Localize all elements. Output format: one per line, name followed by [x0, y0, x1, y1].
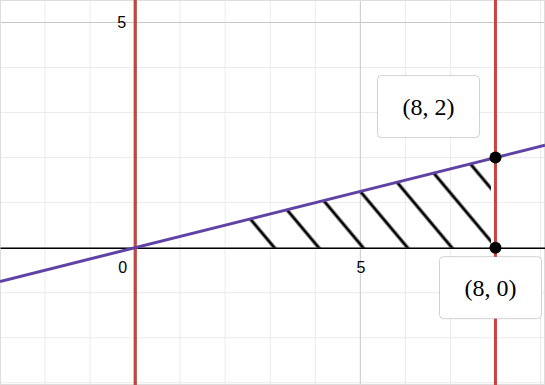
point-label: (8, 0): [439, 257, 541, 319]
point-label: (8, 2): [377, 76, 479, 138]
point-label-text: (8, 2): [402, 94, 454, 120]
minor-grid-line: [0, 382, 545, 383]
x-tick-label: 5: [356, 259, 365, 276]
shaded-region: [221, 159, 491, 248]
minor-grid-line: [270, 0, 271, 385]
label-box: [439, 257, 541, 319]
point: [489, 152, 501, 164]
minor-grid-line: [225, 0, 226, 385]
plot-frame: [1, 1, 545, 385]
line: [494, 0, 497, 385]
minor-grid-line: [180, 0, 181, 385]
x-tick: 5: [356, 248, 365, 276]
y-axis-line: [135, 1, 137, 385]
point-label-text: (8, 0): [464, 275, 516, 301]
minor-grid-line: [315, 0, 316, 385]
grid-line: [135, 0, 136, 385]
y-tick-label: 5: [117, 14, 126, 31]
grid-line: [0, 22, 545, 23]
label-box: [377, 76, 479, 138]
point-labels: (8, 2) (8, 0): [377, 76, 541, 319]
minor-grid-line: [495, 0, 496, 385]
minor-grid-line: [540, 0, 541, 385]
grid: [0, 0, 545, 385]
line: [134, 0, 137, 385]
minor-grid-line: [90, 0, 91, 385]
y-axis: 5: [117, 1, 135, 385]
minor-grid-line: [0, 337, 545, 338]
minor-grid-line: [0, 157, 545, 158]
plot-area: [0, 0, 545, 385]
point: [489, 242, 501, 254]
y-tick: 5: [117, 14, 135, 31]
x-tick-label: 0: [118, 259, 127, 276]
chart: 0 5 5 (8, 2) (8, 0): [0, 0, 545, 385]
minor-grid-line: [45, 0, 46, 385]
minor-grid-line: [0, 67, 545, 68]
